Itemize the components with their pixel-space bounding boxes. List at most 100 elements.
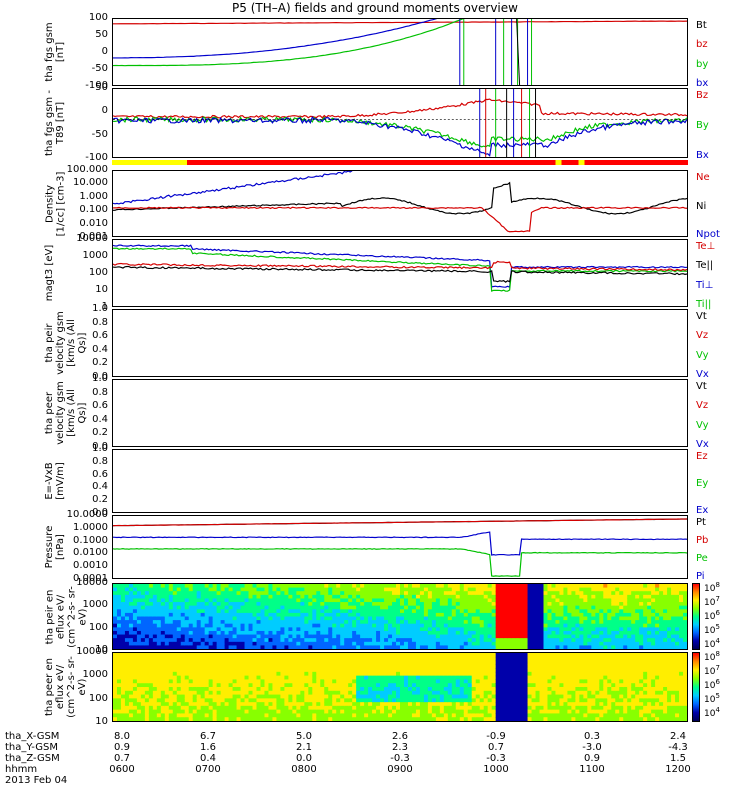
spectrogram-cell <box>120 638 126 643</box>
spectrogram-cell <box>591 645 596 649</box>
spectrogram-cell <box>376 645 381 649</box>
spectrogram-cell <box>300 656 305 662</box>
spectrogram-cell <box>252 602 258 607</box>
plot-spece <box>113 653 687 721</box>
spectrogram-cell <box>260 645 266 649</box>
spectrogram-cell <box>192 694 198 699</box>
spectrogram-cell <box>579 683 584 688</box>
spectrogram-cell <box>615 641 620 646</box>
spectrogram-cell <box>204 616 210 621</box>
spectrogram-cell <box>160 634 166 639</box>
spectrogram-cell <box>400 609 405 614</box>
spectrogram-cell <box>515 653 521 658</box>
spectrogram-cell <box>411 668 417 673</box>
spectrogram-cell <box>571 598 576 603</box>
spectrogram-cell <box>483 609 489 614</box>
spectrogram-cell <box>467 671 473 677</box>
spectrogram-cell <box>439 694 445 699</box>
spectrogram-cell <box>467 664 473 669</box>
spectrogram-cell <box>172 709 178 715</box>
spectrogram-cell <box>268 620 274 625</box>
spectrogram-cell <box>320 709 325 715</box>
ytick-dens: 1.000 <box>79 190 108 202</box>
spectrogram-cell <box>619 609 624 614</box>
spectrogram-cell <box>140 591 146 596</box>
spectrogram-cell <box>320 627 325 632</box>
spectrogram-cell <box>296 591 301 596</box>
spectrogram-cell <box>160 664 166 669</box>
spectrogram-cell <box>128 702 134 707</box>
spectrogram-cell <box>192 587 198 592</box>
spectrogram-cell <box>407 660 413 665</box>
spectrogram-cell <box>423 602 429 607</box>
spike-line <box>516 19 521 85</box>
spectrogram-cell <box>427 671 433 677</box>
spectrogram-cell <box>491 660 497 665</box>
spectrogram-cell <box>388 660 393 665</box>
spectrogram-cell <box>643 638 648 643</box>
spectrogram-cell <box>515 634 521 639</box>
spectrogram-cell <box>300 705 305 711</box>
spectrogram-cell <box>555 623 561 628</box>
spectrogram-cell <box>587 627 592 632</box>
spectrogram-cell <box>132 653 138 658</box>
spectrogram-cell <box>527 623 533 628</box>
spectrogram-cell <box>184 645 190 649</box>
spectrogram-cell <box>459 671 465 677</box>
spectrogram-cell <box>156 638 162 643</box>
spectrogram-cell <box>659 612 664 618</box>
spectrogram-cell <box>543 687 549 692</box>
spectrogram-cell <box>376 605 381 610</box>
spectrogram-cell <box>423 668 429 673</box>
spectrogram-cell <box>136 713 142 718</box>
spectrogram-cell <box>427 709 433 715</box>
spectrogram-cell <box>200 623 206 628</box>
spectrogram-cell <box>607 660 612 665</box>
spectrogram-cell <box>491 709 497 715</box>
spectrogram-cell <box>208 609 214 614</box>
spectrogram-cell <box>539 620 545 625</box>
spectrogram-cell <box>635 645 640 649</box>
spectrogram-cell <box>136 598 142 603</box>
spectrogram-cell <box>340 627 345 632</box>
spectrogram-cell <box>364 605 369 610</box>
spectrogram-cell <box>651 623 656 628</box>
spectrogram-cell <box>467 690 473 696</box>
spectrogram-cell <box>583 694 588 699</box>
spectrogram-cell <box>136 690 142 696</box>
spectrogram-cell <box>236 587 242 592</box>
spectrogram-cell <box>264 683 270 688</box>
spectrogram-cell <box>543 694 549 699</box>
spectrogram-cell <box>336 598 341 603</box>
spectrogram-cell <box>136 602 142 607</box>
spectrogram-cell <box>499 598 505 603</box>
spectrogram-cell <box>407 623 413 628</box>
spectrogram-cell <box>563 656 569 662</box>
spectrogram-cell <box>463 594 469 600</box>
spectrogram-cell <box>463 634 469 639</box>
spectrogram-cell <box>396 675 401 681</box>
spectrogram-cell <box>627 627 632 632</box>
spectrogram-cell <box>563 627 569 632</box>
spectrogram-cell <box>491 645 497 649</box>
spectrogram-cell <box>559 705 565 711</box>
spectrogram-cell <box>435 713 441 718</box>
spectrogram-cell <box>372 620 377 625</box>
spectrogram-cell <box>148 687 154 692</box>
spectrogram-cell <box>603 671 608 677</box>
spectrogram-cell <box>172 679 178 684</box>
spectrogram-cell <box>519 609 525 614</box>
spectrogram-cell <box>667 638 672 643</box>
spectrogram-cell <box>388 671 393 677</box>
spectrogram-cell <box>328 594 333 600</box>
spectrogram-cell <box>527 653 533 658</box>
spectrogram-cell <box>447 587 453 592</box>
spectrogram-cell <box>272 660 278 665</box>
spectrogram-cell <box>136 609 142 614</box>
spectrogram-cell <box>276 679 282 684</box>
spectrogram-cell <box>196 605 202 610</box>
spectrogram-cell <box>575 698 580 703</box>
spectrogram-cell <box>519 656 525 662</box>
spectrogram-cell <box>340 616 345 621</box>
spectrogram-cell <box>380 634 385 639</box>
